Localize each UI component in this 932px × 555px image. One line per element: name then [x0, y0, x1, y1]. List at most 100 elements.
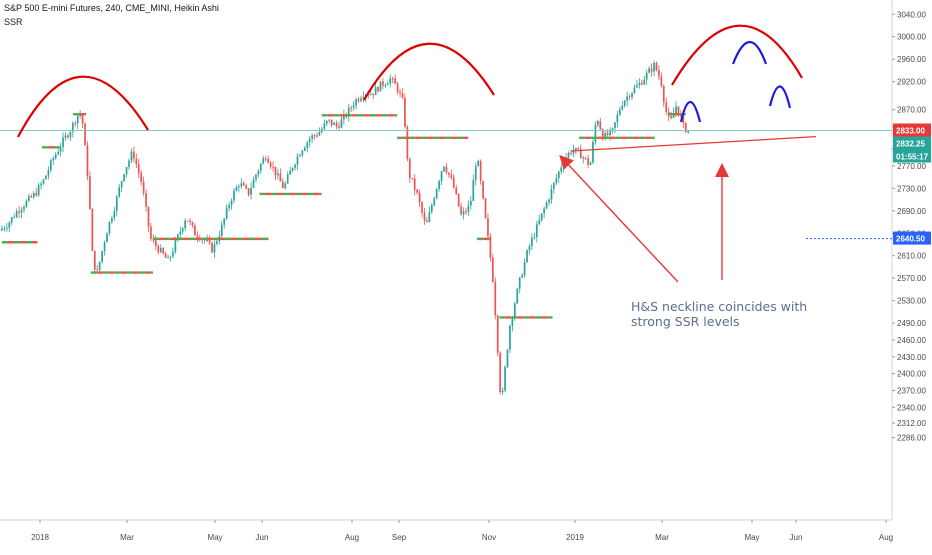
candle-body — [506, 349, 509, 368]
candle-body — [599, 121, 602, 130]
candle-body — [154, 240, 157, 247]
countdown-tag: 01:55:17 — [896, 153, 929, 162]
price-tick-label: 2490.00 — [897, 319, 926, 328]
candle-body — [289, 170, 292, 175]
time-tick-label: Aug — [345, 533, 359, 542]
candle-body — [670, 116, 672, 119]
candle-body — [54, 154, 57, 159]
candle-body — [8, 222, 11, 228]
price-tick-label: 3000.00 — [897, 33, 926, 42]
candle-body — [416, 189, 418, 193]
candle-body — [115, 196, 118, 212]
annotation-line-1: H&S neckline coincides with — [631, 299, 807, 314]
candle-body — [299, 155, 301, 157]
candle-body — [658, 70, 660, 77]
candle-body — [147, 206, 150, 227]
candle-body — [357, 99, 360, 101]
candle-body — [15, 211, 18, 218]
candle-body — [169, 256, 172, 258]
candle-body — [623, 100, 626, 106]
candle-body — [457, 193, 460, 207]
candle-body — [391, 78, 394, 80]
candle-body — [111, 218, 113, 222]
candle-body — [426, 220, 428, 222]
candle-body — [421, 202, 423, 213]
candle-body — [614, 122, 616, 129]
candle-body — [96, 269, 99, 271]
candle-body — [523, 262, 526, 276]
candle-body — [479, 160, 482, 182]
candle-body — [682, 116, 685, 123]
candle-body — [352, 105, 355, 108]
candle-body — [318, 132, 321, 136]
current-price-tag-bg — [893, 136, 931, 150]
candle-body — [228, 205, 230, 208]
candle-body — [162, 247, 165, 254]
candle-body — [650, 68, 653, 72]
time-tick-label: 2018 — [31, 533, 49, 542]
price-tick-label: 2870.00 — [897, 106, 926, 115]
candle-body — [42, 179, 45, 184]
candle-body — [582, 157, 585, 159]
candle-body — [347, 107, 350, 117]
candle-body — [49, 160, 52, 171]
candle-body — [196, 235, 199, 238]
candle-body — [516, 288, 519, 304]
candle-body — [606, 133, 609, 136]
candle-body — [284, 183, 287, 189]
candle-body — [489, 236, 492, 258]
candle-body — [628, 96, 631, 98]
candle-body — [250, 187, 252, 195]
candle-body — [145, 193, 147, 207]
annotation-line-2: strong SSR levels — [631, 314, 740, 329]
candle-body — [225, 207, 228, 219]
candle-body — [181, 228, 184, 232]
candle-body — [52, 158, 55, 161]
candle-body — [32, 193, 35, 198]
candle-body — [653, 62, 655, 72]
candle-body — [450, 174, 453, 178]
candle-body — [631, 92, 633, 98]
time-tick-label: Nov — [482, 533, 496, 542]
candle-body — [10, 217, 13, 223]
candle-body — [482, 181, 484, 199]
chart-title: S&P 500 E-mini Futures, 240, CME_MINI, H… — [4, 3, 219, 13]
candle-body — [643, 79, 646, 85]
candle-body — [443, 166, 445, 172]
candle-body — [164, 253, 167, 258]
time-tick-label: May — [207, 533, 222, 542]
candle-body — [303, 147, 306, 151]
candle-body — [372, 93, 375, 96]
candle-body — [467, 205, 470, 212]
candle-body — [20, 209, 23, 213]
candle-body — [626, 96, 629, 101]
candle-body — [118, 187, 121, 197]
right-shoulder-arc — [768, 85, 792, 109]
candle-body — [535, 224, 538, 237]
candle-body — [465, 211, 467, 213]
candle-body — [401, 93, 404, 98]
candle-body — [399, 91, 401, 94]
price-tick-label: 2920.00 — [897, 78, 926, 87]
candle-body — [648, 68, 650, 73]
candle-body — [216, 241, 218, 244]
candle-body — [291, 167, 294, 171]
candle-body — [286, 174, 289, 184]
candle-body — [553, 182, 555, 189]
candle-body — [242, 183, 245, 186]
candle-body — [384, 84, 387, 86]
candle-body — [455, 187, 458, 194]
last-price-tag-bg — [893, 123, 931, 137]
candle-body — [191, 222, 194, 226]
candle-body — [213, 243, 216, 253]
candle-body — [220, 224, 223, 236]
price-tick-label: 2312.00 — [897, 419, 926, 428]
candle-body — [675, 106, 677, 114]
top-arc-1 — [17, 75, 149, 138]
candle-body — [531, 237, 533, 247]
candle-body — [360, 98, 362, 101]
candle-body — [645, 72, 648, 80]
candle-body — [633, 87, 636, 93]
candle-body — [411, 177, 414, 179]
